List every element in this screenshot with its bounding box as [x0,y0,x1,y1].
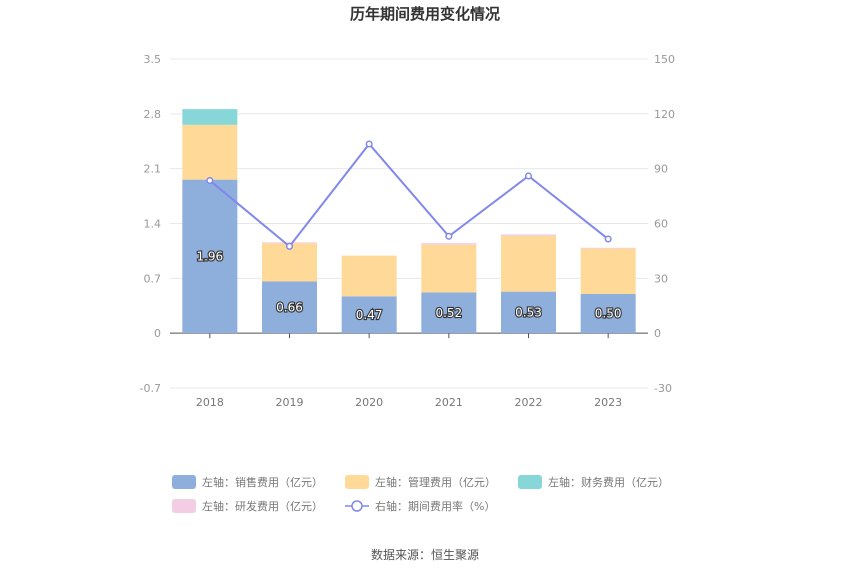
x-tick-label: 2020 [355,396,383,409]
right-tick-label: 30 [654,272,668,285]
bar-segment [421,243,477,245]
bar-segment [182,179,238,334]
legend-label: 左轴：研发费用（亿元） [202,499,323,513]
left-tick-label: 3.5 [144,53,162,66]
bar-value-label: 1.96 [196,249,223,263]
chart-title: 历年期间费用变化情况 [350,5,500,23]
bar-value-label: 0.53 [515,305,542,319]
x-tick-label: 2021 [435,396,463,409]
bar-segment [580,248,636,294]
left-tick-label: 2.8 [144,108,162,121]
bar-segment [262,281,317,334]
bar-labels: 1.96 0.66 0.47 0.52 0.53 0.50 [195,248,622,323]
grid-lines [170,58,648,389]
line-path [209,142,609,248]
left-axis: 3.5 2.8 2.1 1.4 0.7 0 -0.7 [140,53,161,395]
line-point [365,140,373,148]
line-point [206,176,214,185]
data-source: 数据来源：恒生聚源 [371,547,479,562]
bar-segment [421,244,477,293]
right-tick-label: 60 [654,218,668,231]
bar-segment [341,255,397,297]
bar-segment [501,236,556,292]
line-point [445,232,453,240]
bar-segment [501,291,556,334]
line-point [524,172,533,180]
x-tick-label: 2022 [515,396,543,409]
left-tick-label: 1.4 [144,218,162,231]
bar-segment [182,109,238,125]
bar-value-label: 0.50 [595,307,622,321]
legend-marker [351,500,363,512]
x-tick-label: 2019 [276,396,304,409]
right-axis: 150 120 90 60 30 0 -30 [654,53,675,395]
legend-swatch [172,499,196,513]
bar-segment [341,296,397,334]
expense-rate-line [206,140,612,250]
line-point [604,235,612,243]
bars [182,109,636,334]
bar-segment [580,247,636,249]
legend: 左轴：销售费用（亿元） 左轴：管理费用（亿元） 左轴：财务费用（亿元） 左轴：研发费用… [172,475,669,513]
x-tick-label: 2018 [196,396,224,409]
left-tick-label: 2.1 [144,163,162,176]
right-tick-label: 120 [654,108,675,121]
legend-label: 右轴：期间费用率（%） [375,499,495,513]
legend-label: 左轴：管理费用（亿元） [375,475,496,489]
legend-label: 左轴：财务费用（亿元） [548,475,669,489]
x-axis: 2018 2019 2020 2021 2022 2023 [196,396,622,409]
legend-swatch [172,475,196,489]
left-tick-label: 0 [154,327,161,340]
bar-segment [580,294,636,334]
right-tick-label: -30 [654,382,672,395]
bar-segment [262,242,317,244]
bar-segment [182,124,238,180]
left-tick-label: 0.7 [144,272,162,285]
legend-label: 左轴：销售费用（亿元） [202,475,323,489]
legend-swatch [518,475,542,489]
legend-swatch [345,475,369,489]
bar-value-label: 0.47 [356,308,383,322]
bar-value-label: 0.66 [276,300,303,314]
right-tick-label: 0 [654,327,661,340]
x-tick-label: 2023 [594,396,622,409]
bar-segment [421,292,477,334]
line-point [285,242,294,250]
bar-segment [501,234,556,237]
right-tick-label: 90 [654,163,668,176]
left-tick-label: -0.7 [140,382,161,395]
bar-value-label: 0.52 [435,306,462,320]
right-tick-label: 150 [654,53,675,66]
